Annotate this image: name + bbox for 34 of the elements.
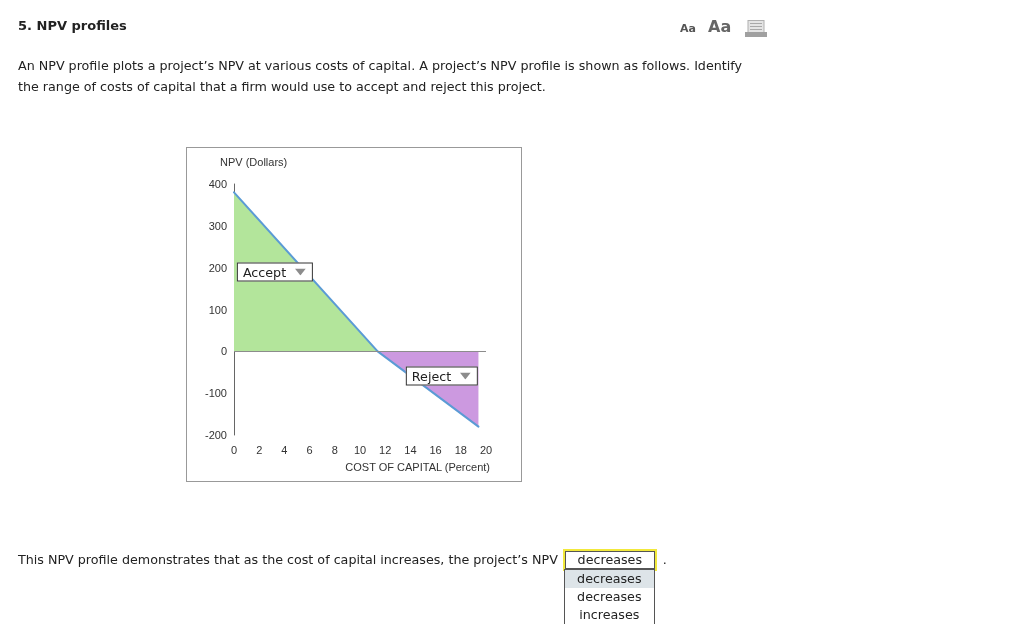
x-tick-label: 14 [404,443,417,456]
y-tick-label: 0 [220,345,227,358]
y-tick-label: 100 [208,303,227,316]
annotation: Accept [242,264,287,280]
y-tick-label: -200 [204,429,227,441]
x-tick-label: 0 [230,443,238,456]
x-tick-label: 8 [331,443,338,456]
dropdown-field: Reject [405,366,479,386]
x-tick-label: 2 [256,443,263,456]
text: Aa [680,22,696,35]
dropdown-field: Accept [236,262,314,282]
y-tick-label: 400 [208,178,227,190]
x-tick-label: 16 [429,443,442,456]
text: increases [564,606,654,624]
x-tick-label: 18 [454,443,467,456]
x-tick-label: 6 [306,443,313,456]
text: 5. NPV profiles [18,18,127,33]
x-tick-label: 10 [353,443,367,456]
y-tick-label: -100 [204,387,227,400]
text: Aa [708,17,732,36]
annotation: Reject [411,368,452,384]
text: decreases [564,588,654,606]
text: This NPV profile demonstrates that as the cost of capital increases, the project’s NPV [18,551,558,569]
y-tick-label: 300 [208,219,227,232]
chart-subtitle: An NPV profile plots a project’s NPV at various costs of capital. A project’s NPV profile is shown as follows. Identify the range of costs of capital that a firm would use to accept and reject this project. [18,57,744,96]
text: decreases [564,551,655,569]
x-tick-label: 12 [379,443,392,456]
y-tick-label: 200 [208,261,227,274]
x-tick-label: 4 [281,443,288,456]
y-axis-title: NPV (Dollars) [220,155,288,168]
x-tick-label: 20 [479,443,493,456]
x-axis-title: COST OF CAPITAL (Percent) [345,460,490,473]
text: decreases [577,571,642,586]
text: . [662,551,667,569]
